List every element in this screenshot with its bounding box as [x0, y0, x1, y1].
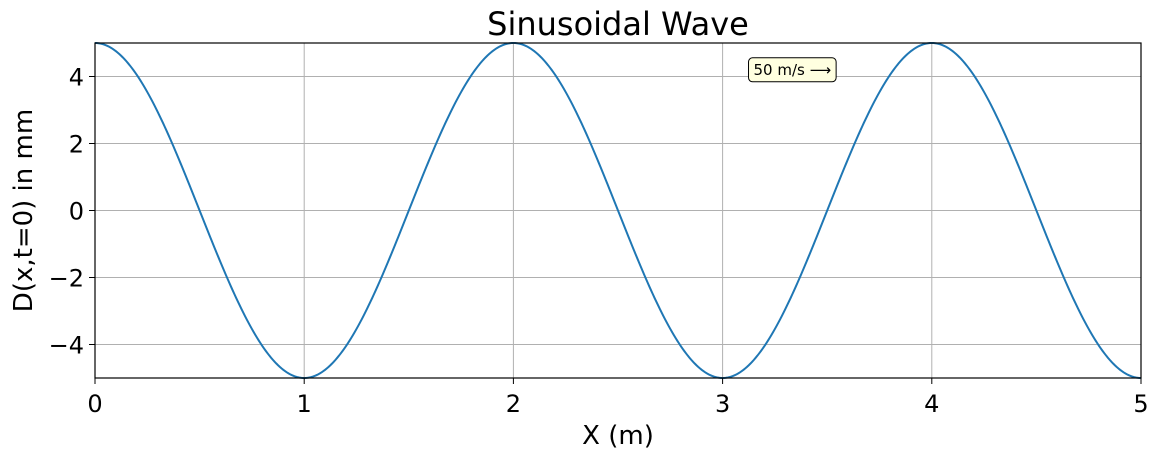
x-tick-label: 1 — [297, 390, 312, 418]
annotation-box — [748, 57, 837, 83]
x-tick-label: 2 — [506, 390, 521, 418]
annotation-text: 50 m/s ⟶ — [754, 61, 832, 79]
x-tick-label: 3 — [715, 390, 730, 418]
x-axis-label: X (m) — [582, 421, 654, 451]
x-tick-label: 5 — [1133, 390, 1148, 418]
y-tick-label: 2 — [69, 131, 84, 159]
y-tick-label: −2 — [49, 265, 84, 293]
y-axis-label: D(x,t=0) in mm — [9, 109, 39, 312]
y-tick-label: 4 — [69, 64, 84, 92]
velocity-annotation: 50 m/s ⟶ — [748, 57, 837, 83]
x-tick-label: 0 — [87, 390, 102, 418]
axis-ticks: 0 1 2 3 4 5 −4 −2 0 2 4 — [49, 64, 1149, 419]
y-tick-label: −4 — [49, 332, 84, 360]
x-tick-label: 4 — [924, 390, 939, 418]
chart-title: Sinusoidal Wave — [487, 5, 749, 43]
annotations: 50 m/s ⟶ — [748, 57, 837, 83]
wave-series-line — [94, 41, 1142, 380]
y-tick-label: 0 — [69, 198, 84, 226]
series-layer — [94, 41, 1142, 380]
